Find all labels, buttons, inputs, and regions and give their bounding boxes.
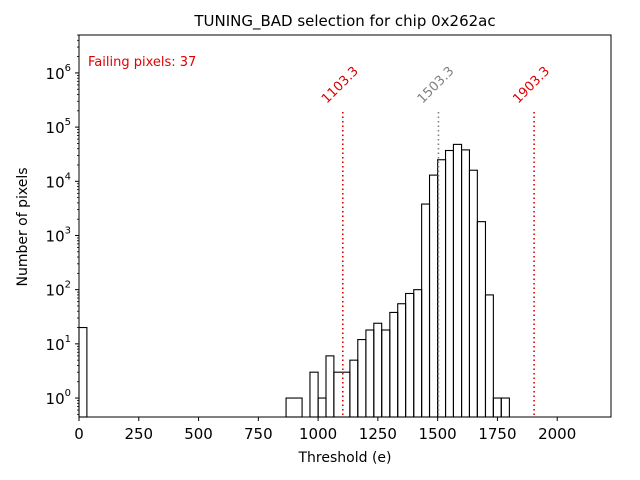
histogram-bar <box>373 322 383 418</box>
y-tick-label: 102 <box>46 280 71 300</box>
x-tick-label: 1750 <box>478 425 516 443</box>
histogram-bar <box>421 203 431 418</box>
threshold-label: 1103.3 <box>319 64 362 107</box>
y-axis-ticks: 100 101 102 103 104 105 106 <box>46 34 79 415</box>
histogram-bar <box>285 397 303 418</box>
threshold-label: 1503.3 <box>415 64 458 107</box>
histogram-bar <box>365 329 375 418</box>
histogram-bar <box>381 329 391 418</box>
histogram-bar <box>461 149 471 418</box>
histogram-bar <box>325 355 335 418</box>
y-tick-label: 101 <box>46 334 71 354</box>
histogram-bar <box>78 326 88 418</box>
histogram-bar <box>389 311 399 418</box>
y-tick-label: 105 <box>46 117 71 137</box>
histogram-bar <box>357 339 367 418</box>
histogram-bar <box>452 143 463 418</box>
failing-pixels-annotation: Failing pixels: 37 <box>88 55 196 70</box>
x-tick-label: 1000 <box>299 425 337 443</box>
x-tick-label: 1250 <box>359 425 397 443</box>
histogram-bar <box>317 397 327 418</box>
histogram-bar <box>333 371 351 418</box>
histogram-bar <box>309 371 319 418</box>
x-tick-label: 500 <box>184 425 213 443</box>
threshold-lines: 1103.3 1503.3 1903.3 <box>319 64 553 417</box>
histogram-bar <box>476 221 487 418</box>
x-tick-label: 2000 <box>538 425 576 443</box>
histogram-bar <box>500 397 510 418</box>
histogram-bar <box>468 169 478 418</box>
histogram-bar <box>413 289 423 418</box>
histogram-bar <box>492 397 502 418</box>
x-axis-label: Threshold (e) <box>298 450 392 466</box>
threshold-label: 1903.3 <box>510 64 553 107</box>
histogram-bar <box>397 303 407 418</box>
x-axis-ticks: 0 250 500 750 1000 1250 1500 1750 2000 <box>74 417 576 443</box>
y-tick-label: 100 <box>46 388 71 408</box>
histogram-bar <box>405 292 415 418</box>
x-tick-label: 1500 <box>419 425 457 443</box>
x-tick-label: 0 <box>74 425 84 443</box>
x-tick-label: 250 <box>124 425 153 443</box>
histogram-bar <box>484 294 494 418</box>
histogram-bars <box>78 143 510 418</box>
histogram-bar <box>444 149 454 418</box>
histogram-bar <box>349 359 359 418</box>
histogram-bar <box>428 174 439 418</box>
y-tick-label: 104 <box>46 171 71 191</box>
y-axis-label: Number of pixels <box>15 167 31 286</box>
y-tick-label: 106 <box>46 63 71 83</box>
y-tick-label: 103 <box>46 225 71 245</box>
chart-title: TUNING_BAD selection for chip 0x262ac <box>193 12 495 31</box>
plot-frame <box>78 34 612 418</box>
x-tick-label: 750 <box>244 425 273 443</box>
